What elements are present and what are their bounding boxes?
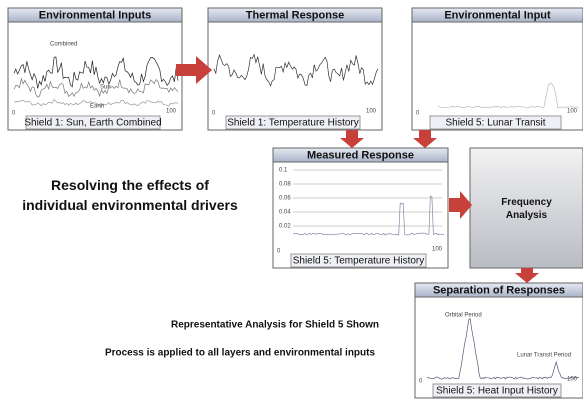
trace <box>437 82 580 109</box>
panel-title: Environmental Inputs <box>39 9 151 21</box>
caption: Shield 1: Temperature History <box>227 118 359 129</box>
panel: Measured Response Shield 5: Temperature H… <box>272 147 449 269</box>
panel-header <box>272 147 449 163</box>
series-label: Sun <box>100 85 111 91</box>
panel-box <box>469 147 583 269</box>
series-label: Earth <box>90 104 104 110</box>
panel: Thermal Response Shield 1: Temperature Hi… <box>207 7 383 131</box>
panel-title: Environmental Input <box>444 9 551 21</box>
arrow <box>515 268 539 283</box>
panel-header <box>7 7 183 23</box>
x-start: 0 <box>277 249 281 255</box>
trace <box>213 53 379 87</box>
caption-bar <box>290 253 427 268</box>
panel-title: Frequency Analysis <box>501 197 552 221</box>
arrow <box>340 130 364 148</box>
caption: Shield 5: Lunar Transit <box>445 118 545 129</box>
panel-box <box>414 282 583 399</box>
y-label: 0.02 <box>279 224 291 230</box>
caption: Shield 1: Sun, Earth Combined <box>24 118 161 129</box>
panel: Environmental Inputs Shield 1: Sun, Earth… <box>7 7 183 131</box>
caption: Shield 5: Heat Input History <box>436 386 558 397</box>
caption-bar <box>432 383 562 398</box>
panel-box <box>411 7 583 131</box>
arrow <box>176 56 212 84</box>
arrow <box>449 191 472 219</box>
trace <box>426 317 580 380</box>
panel: Separation of Responses Shield 5: Heat In… <box>414 282 583 399</box>
series-label: Combined <box>50 42 77 48</box>
peak-label: Lunar Transit Period <box>517 353 571 359</box>
x-start: 0 <box>416 111 420 117</box>
arrow <box>413 130 437 148</box>
panel-title: Measured Response <box>307 149 414 161</box>
panel-box <box>7 7 183 131</box>
trace <box>13 99 179 107</box>
trace <box>292 195 445 236</box>
panel-box <box>272 147 449 269</box>
x-start: 0 <box>212 111 216 117</box>
panel-box <box>207 7 383 131</box>
panel: Environmental Input Shield 5: Lunar Trans… <box>411 7 583 131</box>
headline: Resolving the effects of individual envir… <box>22 177 238 213</box>
note: Representative Analysis for Shield 5 Sho… <box>171 320 379 331</box>
x-end: 100 <box>166 109 177 115</box>
y-label: 0.1 <box>279 168 288 174</box>
caption-bar <box>25 115 161 130</box>
trace <box>13 77 179 98</box>
panel-title: Separation of Responses <box>433 284 565 296</box>
trace <box>13 56 179 89</box>
panel: Frequency Analysis <box>469 147 583 269</box>
frames: Environmental Inputs Shield 1: Sun, Earth… <box>7 7 583 399</box>
arrows <box>176 56 539 283</box>
y-label: 0.08 <box>279 182 291 188</box>
panel-header <box>207 7 383 23</box>
caption-bar <box>225 115 361 130</box>
y-label: 0.06 <box>279 196 291 202</box>
x-start: 0 <box>12 111 16 117</box>
panel-header <box>414 282 583 298</box>
caption-bar <box>429 115 562 130</box>
panel-header <box>411 7 583 23</box>
note: Process is applied to all layers and env… <box>105 348 376 359</box>
x-end: 100 <box>432 247 443 253</box>
x-end: 100 <box>366 109 377 115</box>
y-label: 0.04 <box>279 210 291 216</box>
panel-title: Thermal Response <box>246 9 344 21</box>
x-end: 100 <box>567 109 578 115</box>
x-end: 100 <box>567 377 578 383</box>
caption: Shield 5: Temperature History <box>293 256 425 267</box>
peak-label: Orbital Period <box>445 313 482 319</box>
x-start: 0 <box>419 379 423 385</box>
